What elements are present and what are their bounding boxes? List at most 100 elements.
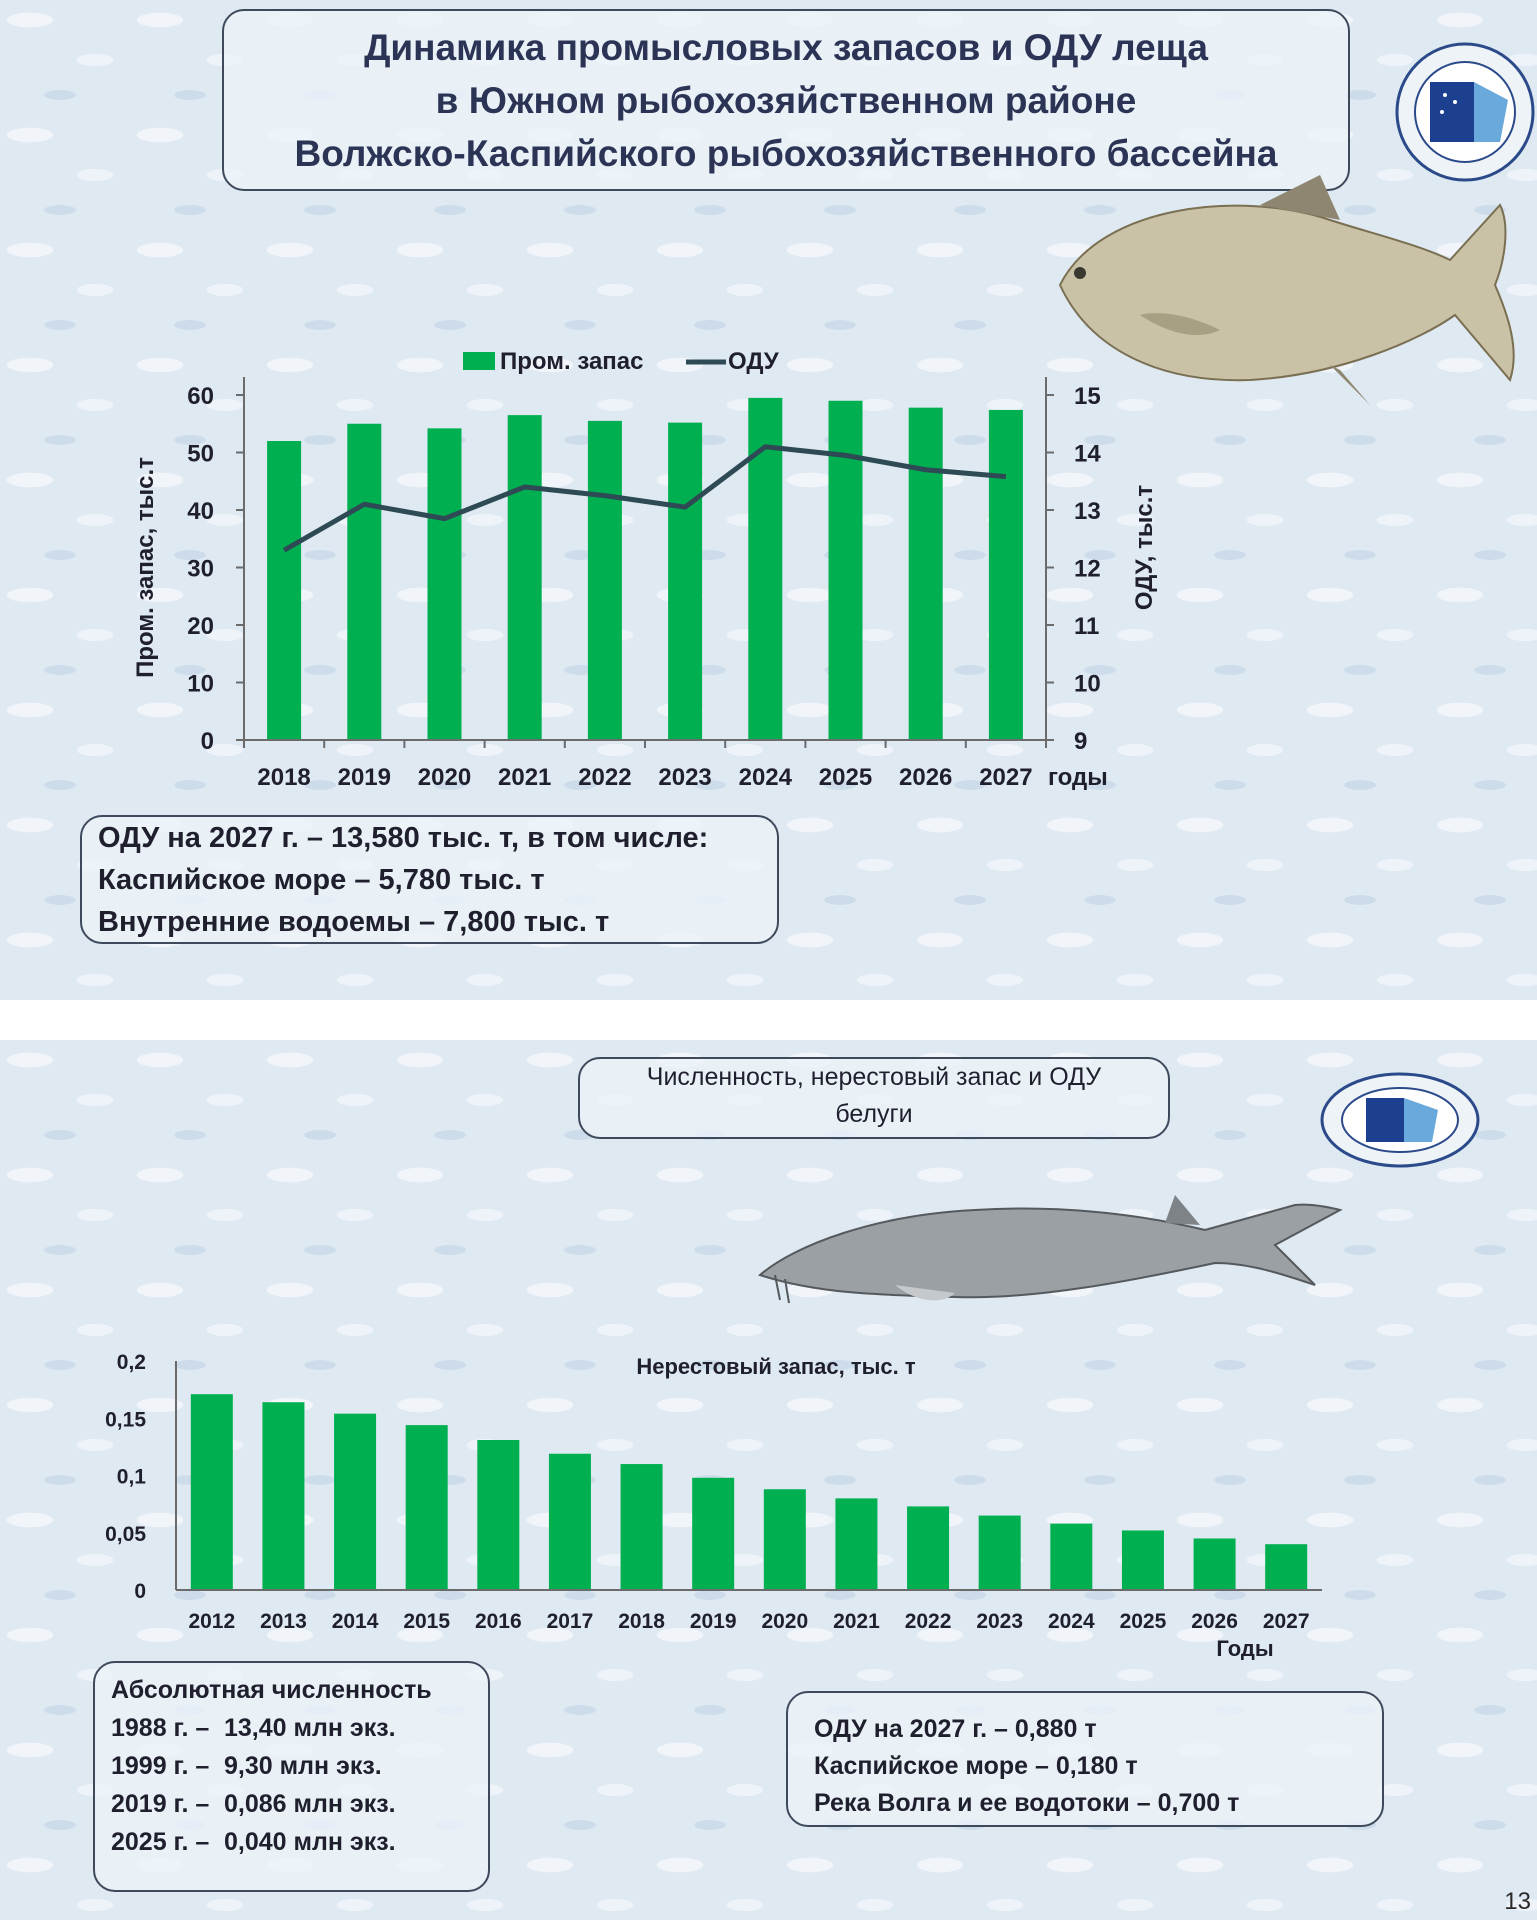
x-tick-label: 2022 [578,764,631,791]
spawning-stock-bar [548,1453,591,1590]
page-number: 13 [1504,1888,1531,1915]
beluga-sturgeon-illustration [757,1195,1343,1304]
legend-label-stock: Пром. запас [500,348,644,375]
y2-tick-label: 11 [1074,613,1099,640]
stock-bar [908,407,943,740]
abundance-year: 2025 г. – [111,1828,210,1856]
bream-odu-info-box: ОДУ на 2027 г. – 13,580 тыс. т, в том чи… [80,815,779,944]
x-tick-label: 2020 [418,764,471,791]
spawning-stock-bar [405,1425,448,1590]
abundance-year: 1999 г. – [111,1752,210,1780]
y-tick-label: 40 [187,498,214,525]
spawning-stock-bar [763,1489,806,1590]
y-tick-label: 0,15 [105,1408,146,1431]
x-tick-label: 2027 [979,764,1032,791]
beluga-abundance-title: Абсолютная численность [111,1676,432,1704]
bream-title-box: Динамика промысловых запасов и ОДУ леща … [222,9,1350,191]
beluga-chart-labels: 0 0,05 0,1 0,15 0,2 2012 2013 2014 2015 2016 2017 2… [105,1351,1309,1660]
institute-logo [1395,42,1535,182]
x-tick-label: 2016 [475,1610,522,1633]
x-tick-label: 2019 [690,1610,737,1633]
x-tick-label: 2025 [1120,1610,1167,1633]
y-tick-label: 0 [201,728,214,755]
x-tick-label: 2019 [338,764,391,791]
beluga-odu-caspian: Каспийское море – 0,180 т [814,1752,1138,1780]
bream-title-line-3: Волжско-Каспийского рыбохозяйственного б… [294,133,1278,174]
beluga-abundance-box: Абсолютная численность 1988 г. – 13,40 мл… [93,1661,490,1892]
y-tick-label: 50 [187,441,214,468]
y-tick-label: 30 [187,556,214,583]
x-tick-label: 2023 [976,1610,1023,1633]
beluga-title-line-1: Численность, нерестовый запас и ОДУ [646,1063,1102,1091]
bream-chart-labels: 0 10 20 30 40 50 60 9 10 11 12 13 14 15 2018 2019 2020 20… [132,348,1158,791]
bream-stock-bars [267,397,1023,740]
y2-tick-label: 12 [1074,556,1101,583]
spawning-stock-bar [978,1515,1021,1590]
spawning-stock-bar [1121,1530,1164,1590]
x-tick-label: 2020 [761,1610,808,1633]
odu-line [282,444,1007,553]
x-tick-label: 2021 [498,764,551,791]
legend-label-odu: ОДУ [728,348,780,375]
stock-bar [427,428,462,740]
spawning-stock-bar [1193,1538,1236,1590]
beluga-spawning-stock-chart: 0 0,05 0,1 0,15 0,2 2012 2013 2014 2015 2016 2017 2… [105,1351,1322,1660]
beluga-odu-volga: Река Волга и ее водотоки – 0,700 т [814,1789,1240,1817]
x-tick-label: 2021 [833,1610,880,1633]
y2-tick-label: 14 [1074,441,1101,468]
x-tick-label: 2012 [188,1610,235,1633]
y-axis-title: Пром. запас, тыс.т [132,457,159,678]
abundance-row: 1988 г. – 13,40 млн экз. [111,1709,488,1747]
x-tick-label: 2017 [547,1610,594,1633]
beluga-title-box: Численность, нерестовый запас и ОДУ белу… [578,1057,1170,1139]
x-tick-label: 2023 [658,764,711,791]
x-axis-title: годы [1048,764,1108,791]
spawning-stock-bar [835,1498,878,1590]
x-tick-label: 2024 [739,764,793,791]
spawning-stock-bar [1265,1544,1308,1590]
x-tick-label: 2018 [257,764,310,791]
chart-title: Нерестовый запас, тыс. т [636,1354,916,1379]
bream-odu-total: ОДУ на 2027 г. – 13,580 тыс. т, в том чи… [98,822,709,854]
y-tick-label: 20 [187,613,214,640]
bream-title-line-1: Динамика промысловых запасов и ОДУ леща [364,27,1208,68]
stock-bar [507,415,542,740]
y-tick-label: 0,05 [105,1523,146,1546]
y2-tick-label: 15 [1074,383,1101,410]
bream-odu-caspian: Каспийское море – 5,780 тыс. т [98,864,545,896]
x-tick-label: 2015 [403,1610,450,1633]
bream-stock-chart: 0 10 20 30 40 50 60 9 10 11 12 13 14 15 2018 2019 2020 20… [132,348,1158,791]
abundance-value: 9,30 млн экз. [224,1752,382,1780]
x-tick-label: 2025 [819,764,872,791]
abundance-row: 2019 г. – 0,086 млн экз. [111,1785,488,1823]
spawning-stock-bar [262,1402,305,1590]
stock-bar [988,409,1023,740]
x-tick-label: 2022 [905,1610,952,1633]
stock-bar [347,423,382,740]
spawning-stock-bar [334,1413,377,1590]
spawning-stock-bar [620,1464,663,1590]
legend-swatch-stock [463,352,495,370]
beluga-odu-box: ОДУ на 2027 г. – 0,880 т Каспийское море… [786,1691,1384,1827]
x-tick-label: 2013 [260,1610,307,1633]
x-tick-label: 2027 [1263,1610,1310,1633]
stock-bar [267,441,302,740]
bream-odu-inland: Внутренние водоемы – 7,800 тыс. т [98,906,610,938]
bream-axes [236,377,1054,748]
y-tick-label: 60 [187,383,214,410]
y2-tick-label: 13 [1074,498,1101,525]
beluga-odu-total: ОДУ на 2027 г. – 0,880 т [814,1715,1097,1743]
bream-fish-illustration [1058,175,1515,405]
stock-bar [668,422,703,740]
x-tick-label: 2026 [1191,1610,1238,1633]
spawning-stock-bar [477,1440,520,1590]
abundance-row: 1999 г. – 9,30 млн экз. [111,1747,488,1785]
abundance-row: 2025 г. – 0,040 млн экз. [111,1823,488,1861]
x-tick-label: 2018 [618,1610,665,1633]
slide-bream: Динамика промысловых запасов и ОДУ леща … [0,0,1537,1000]
beluga-title-line-2: белуги [835,1100,913,1128]
x-tick-label: 2026 [899,764,952,791]
beluga-spawning-bars [190,1394,1308,1590]
stock-bar [587,420,622,740]
x-tick-label: 2024 [1048,1610,1095,1633]
